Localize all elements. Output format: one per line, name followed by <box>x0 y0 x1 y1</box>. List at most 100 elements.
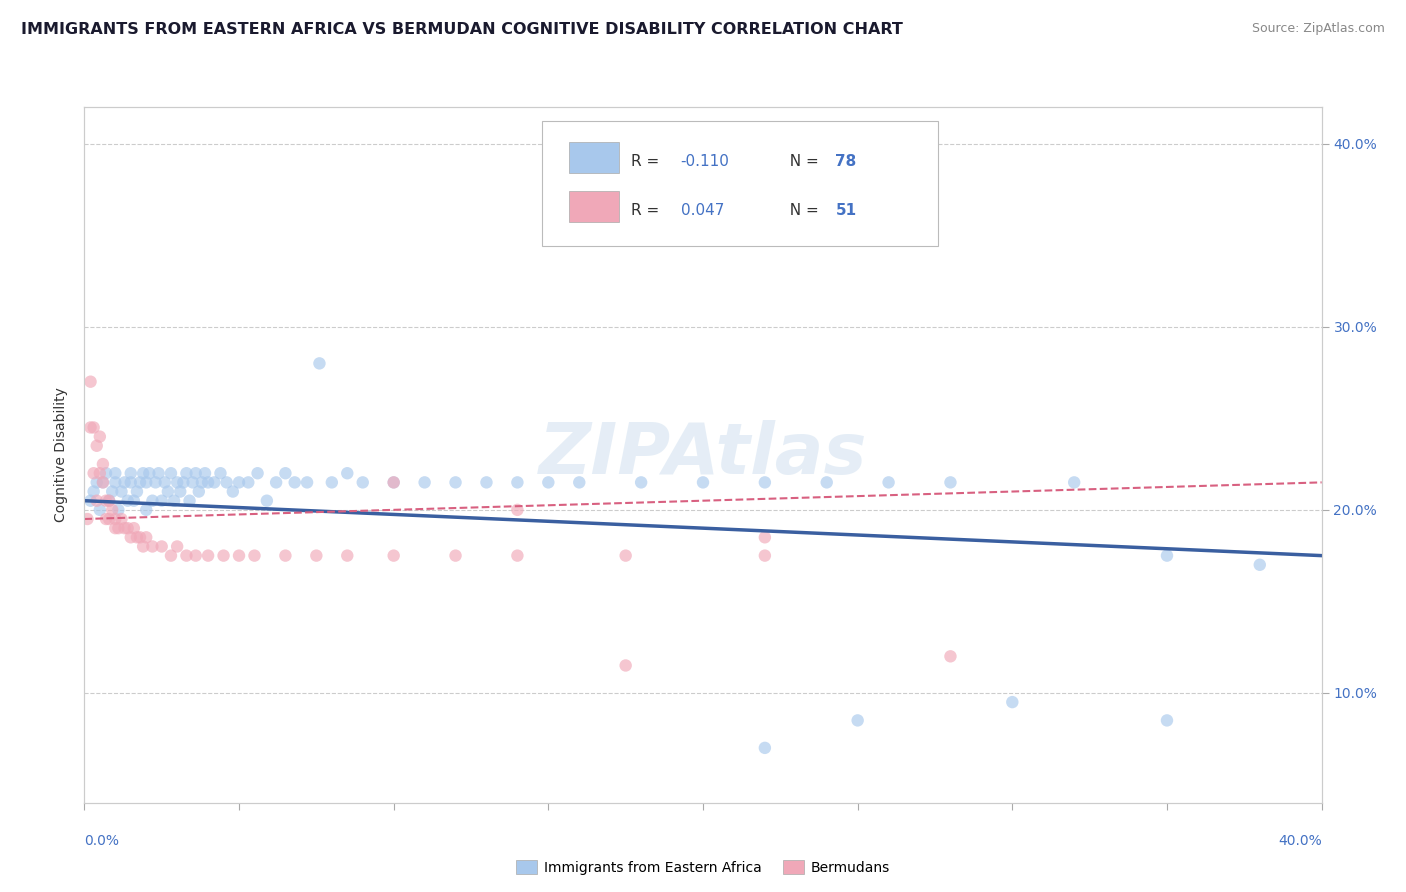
Point <box>98 493 121 508</box>
Point <box>215 475 238 490</box>
Point <box>754 549 776 563</box>
Text: R =: R = <box>631 153 665 169</box>
Point <box>197 549 219 563</box>
Point <box>166 540 188 554</box>
Point <box>79 493 101 508</box>
Point <box>179 493 201 508</box>
Legend: Immigrants from Eastern Africa, Bermudans: Immigrants from Eastern Africa, Bermudan… <box>510 855 896 880</box>
Point <box>160 549 183 563</box>
Point <box>939 649 962 664</box>
Point <box>125 530 148 544</box>
FancyBboxPatch shape <box>543 121 938 246</box>
Point <box>754 530 776 544</box>
Point <box>274 549 297 563</box>
Point <box>107 503 129 517</box>
Point <box>120 530 142 544</box>
Point <box>382 475 405 490</box>
Text: R =: R = <box>631 202 665 218</box>
Point <box>295 475 318 490</box>
Point <box>630 475 652 490</box>
Point <box>135 503 157 517</box>
Point <box>274 467 297 481</box>
Point <box>172 475 194 490</box>
Point <box>101 503 124 517</box>
Point <box>197 475 219 490</box>
Point <box>101 484 124 499</box>
Point <box>352 475 374 490</box>
Point <box>692 475 714 490</box>
Point <box>98 512 121 526</box>
Text: -0.110: -0.110 <box>681 153 730 169</box>
Point <box>202 475 225 490</box>
Point <box>846 714 869 728</box>
Point <box>150 540 173 554</box>
Point <box>86 475 108 490</box>
Point <box>246 467 269 481</box>
Point <box>122 521 145 535</box>
Point <box>163 493 186 508</box>
Point <box>104 475 127 490</box>
Text: N =: N = <box>780 202 824 218</box>
Point <box>141 493 163 508</box>
Text: IMMIGRANTS FROM EASTERN AFRICA VS BERMUDAN COGNITIVE DISABILITY CORRELATION CHAR: IMMIGRANTS FROM EASTERN AFRICA VS BERMUD… <box>21 22 903 37</box>
Point <box>117 493 139 508</box>
Point <box>86 493 108 508</box>
Text: 0.0%: 0.0% <box>84 834 120 848</box>
Point <box>506 503 529 517</box>
Text: 78: 78 <box>835 153 856 169</box>
Point <box>107 521 129 535</box>
FancyBboxPatch shape <box>569 191 619 222</box>
Point <box>336 467 359 481</box>
Point <box>1001 695 1024 709</box>
Text: 0.047: 0.047 <box>681 202 724 218</box>
Point <box>110 512 132 526</box>
Point <box>815 475 838 490</box>
Point <box>104 512 127 526</box>
Point <box>150 493 173 508</box>
Point <box>110 484 132 499</box>
Point <box>114 475 136 490</box>
Point <box>156 484 179 499</box>
Point <box>939 475 962 490</box>
Point <box>754 475 776 490</box>
Text: 51: 51 <box>835 202 856 218</box>
Point <box>145 475 167 490</box>
Point <box>135 530 157 544</box>
Point <box>614 549 637 563</box>
Text: 40.0%: 40.0% <box>1278 834 1322 848</box>
Point <box>194 467 217 481</box>
Point <box>209 467 232 481</box>
Point <box>129 475 152 490</box>
Text: N =: N = <box>780 153 824 169</box>
Point <box>1156 714 1178 728</box>
Point <box>284 475 307 490</box>
Point <box>94 467 117 481</box>
Point <box>122 493 145 508</box>
Point <box>94 512 117 526</box>
Point <box>129 530 152 544</box>
Point <box>104 521 127 535</box>
Y-axis label: Cognitive Disability: Cognitive Disability <box>55 387 69 523</box>
Point <box>308 356 330 370</box>
Point <box>120 467 142 481</box>
Point <box>537 475 560 490</box>
Point <box>228 475 250 490</box>
Point <box>169 484 191 499</box>
Point <box>321 475 343 490</box>
Point <box>176 549 198 563</box>
Point <box>413 475 436 490</box>
Point <box>212 549 235 563</box>
Point <box>160 467 183 481</box>
Point <box>184 467 207 481</box>
Point <box>305 549 328 563</box>
Point <box>238 475 260 490</box>
Point <box>444 475 467 490</box>
Point <box>187 484 209 499</box>
Point <box>256 493 278 508</box>
Point <box>382 549 405 563</box>
Point <box>120 475 142 490</box>
Point <box>336 549 359 563</box>
Point <box>506 549 529 563</box>
Point <box>117 521 139 535</box>
Point <box>1156 549 1178 563</box>
